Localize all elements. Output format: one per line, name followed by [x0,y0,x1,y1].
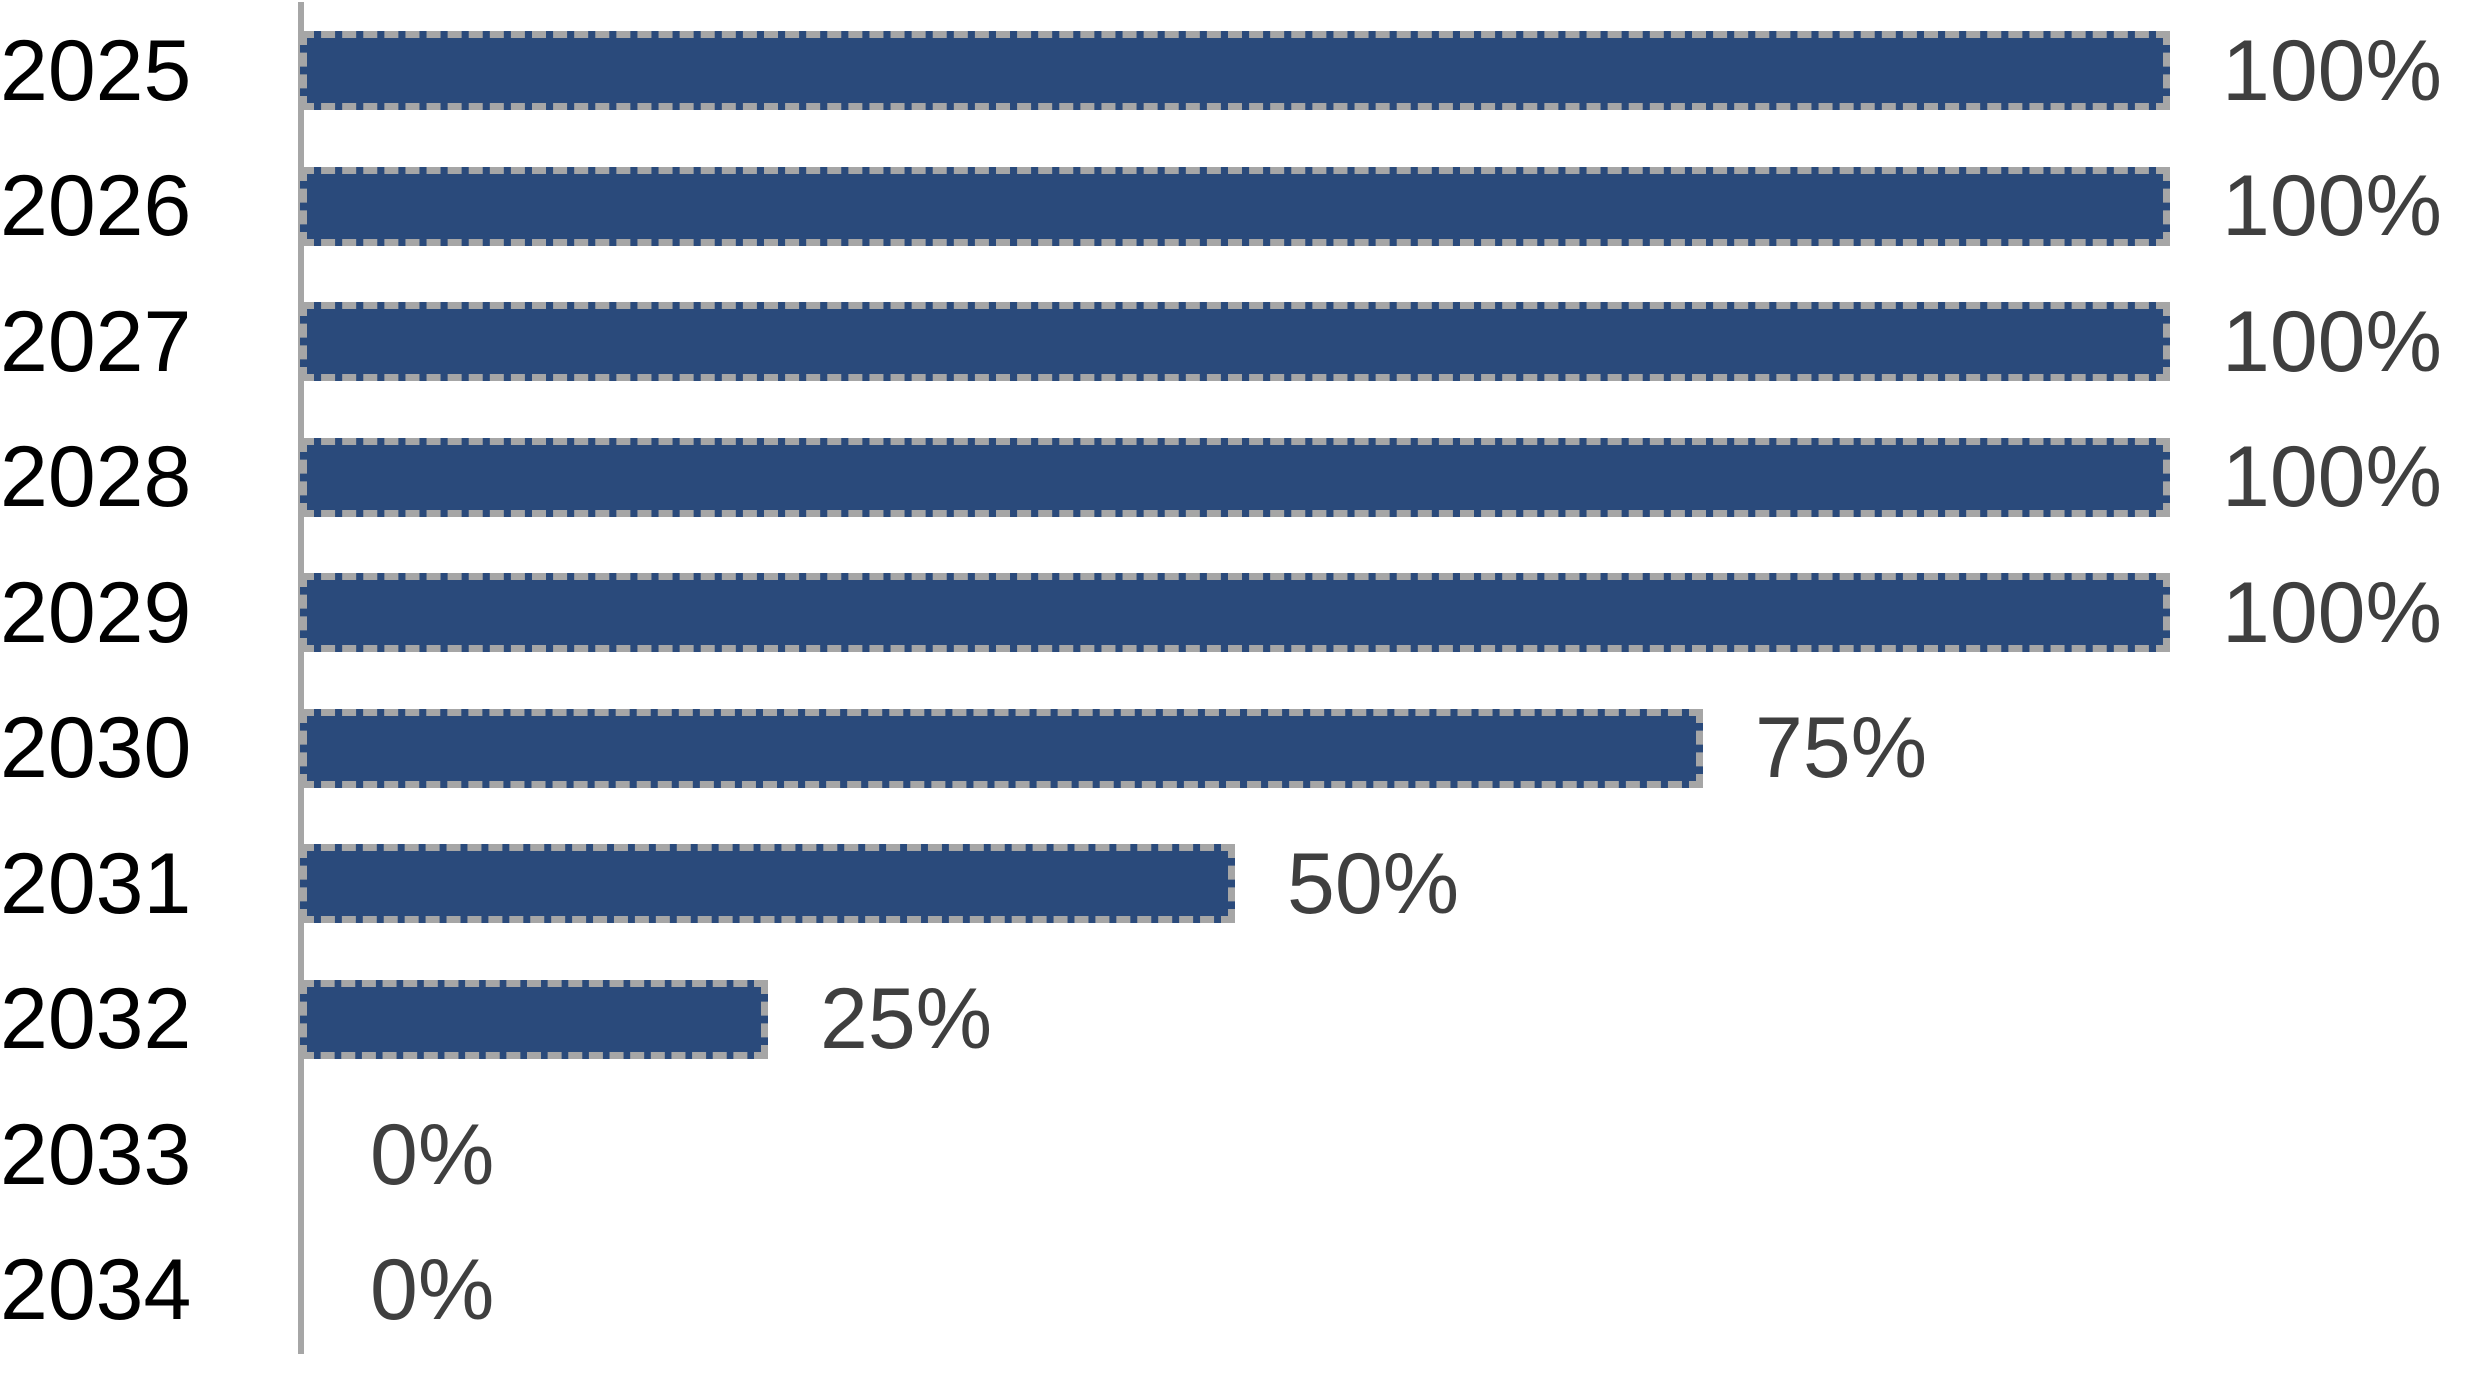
category-label-2026: 2026 [0,158,192,254]
value-label-2031: 50% [1287,835,1460,932]
value-label-2032: 25% [820,971,993,1067]
value-label-2029: 100% [2222,564,2442,661]
bar-2032 [300,979,768,1059]
bar-2027 [300,302,2170,381]
bar-2026 [300,166,2170,246]
category-label-2029: 2029 [0,564,192,661]
bar-2029 [300,573,2170,652]
bar-2025 [300,31,2170,110]
category-label-2028: 2028 [0,429,192,525]
value-label-2034: 0% [370,1242,495,1338]
value-label-2026: 100% [2222,158,2442,254]
category-label-2032: 2032 [0,971,192,1067]
bar-2031 [300,844,1235,923]
bar-2030 [300,708,1703,788]
value-label-2033: 0% [370,1106,495,1203]
category-label-2030: 2030 [0,700,192,796]
category-label-2027: 2027 [0,293,192,390]
category-label-2031: 2031 [0,835,192,932]
category-label-2033: 2033 [0,1106,192,1203]
value-label-2027: 100% [2222,293,2442,390]
value-label-2028: 100% [2222,429,2442,525]
value-label-2025: 100% [2222,22,2442,119]
value-label-2030: 75% [1755,700,1928,796]
category-label-2034: 2034 [0,1242,192,1338]
category-label-2025: 2025 [0,22,192,119]
y-axis-line [298,2,304,1354]
bar-2028 [300,437,2170,517]
